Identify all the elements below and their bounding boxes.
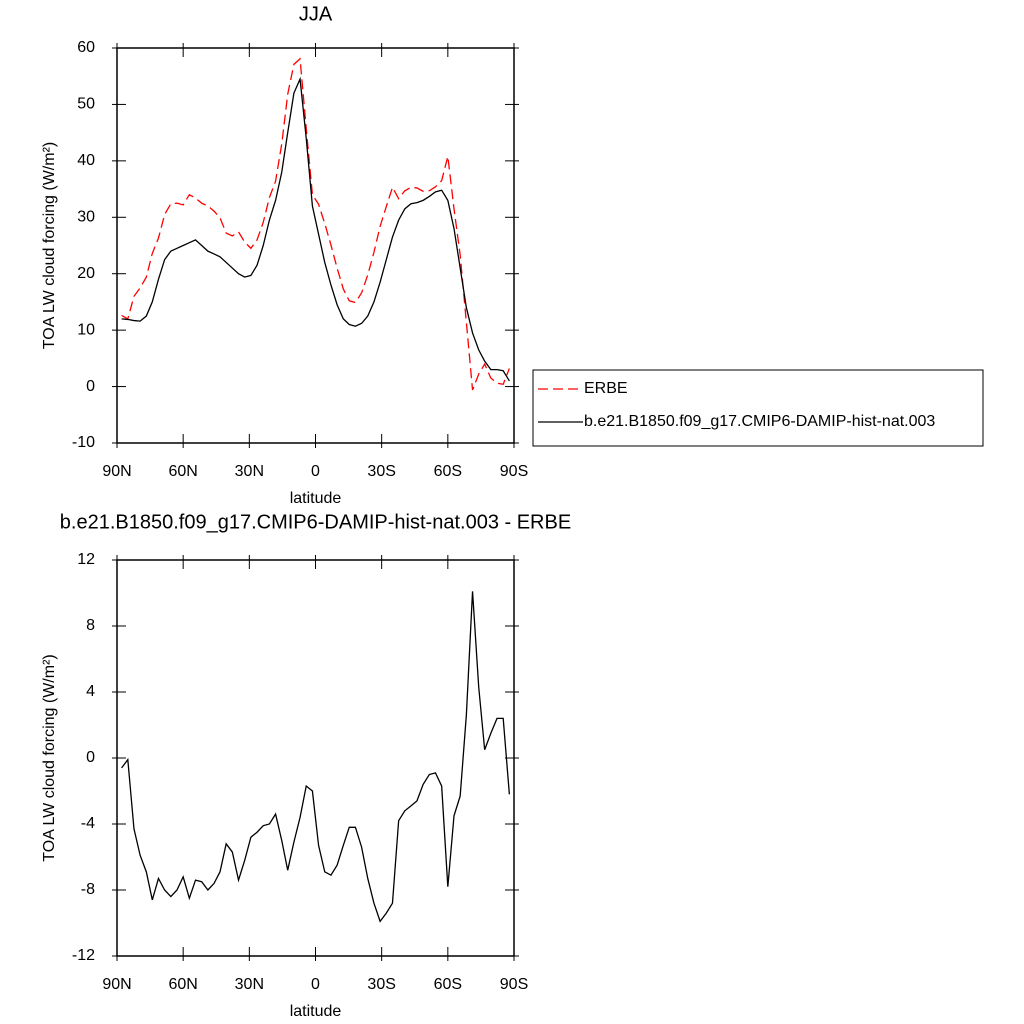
y-tick-label: 10 [77, 321, 95, 338]
y-tick-label: 0 [86, 378, 95, 395]
data-line [121, 57, 510, 391]
y-tick-label: 8 [86, 617, 95, 634]
chart-title: b.e21.B1850.f09_g17.CMIP6-DAMIP-hist-nat… [60, 511, 571, 533]
y-tick-label: 0 [86, 749, 95, 766]
x-tick-label: 0 [311, 463, 320, 480]
x-axis-label: latitude [290, 1003, 342, 1020]
y-axis-label: TOA LW cloud forcing (W/m²) [41, 142, 58, 349]
chart-title: JJA [299, 3, 333, 25]
y-tick-label: 12 [77, 551, 95, 568]
x-tick-label: 30S [367, 463, 395, 480]
x-tick-label: 90S [500, 463, 528, 480]
data-line [121, 76, 510, 382]
legend-box [532, 369, 984, 447]
x-tick-label: 0 [311, 976, 320, 993]
data-line [121, 591, 511, 923]
y-tick-label: -12 [72, 947, 95, 964]
plot-frame [116, 559, 515, 957]
x-axis-label: latitude [290, 490, 342, 507]
x-tick-label: 90S [500, 976, 528, 993]
y-tick-label: 4 [86, 683, 95, 700]
y-axis-label: TOA LW cloud forcing (W/m²) [41, 654, 58, 861]
legend-label: ERBE [584, 380, 628, 397]
x-tick-label: 60S [434, 463, 462, 480]
x-tick-label: 60N [168, 463, 197, 480]
y-tick-label: 30 [77, 209, 95, 226]
y-tick-label: -10 [72, 434, 95, 451]
x-tick-label: 30S [367, 976, 395, 993]
x-tick-label: 60S [434, 976, 462, 993]
x-tick-label: 90N [102, 976, 131, 993]
y-tick-label: 20 [77, 265, 95, 282]
x-tick-label: 30N [235, 976, 264, 993]
y-tick-label: 40 [77, 152, 95, 169]
y-tick-label: -4 [81, 815, 95, 832]
y-tick-label: 50 [77, 96, 95, 113]
y-tick-label: -8 [81, 881, 95, 898]
legend-label: b.e21.B1850.f09_g17.CMIP6-DAMIP-hist-nat… [584, 413, 935, 430]
x-tick-label: 30N [235, 463, 264, 480]
y-tick-label: 60 [77, 39, 95, 56]
x-tick-label: 90N [102, 463, 131, 480]
plot-frame [116, 47, 515, 444]
x-tick-label: 60N [168, 976, 197, 993]
